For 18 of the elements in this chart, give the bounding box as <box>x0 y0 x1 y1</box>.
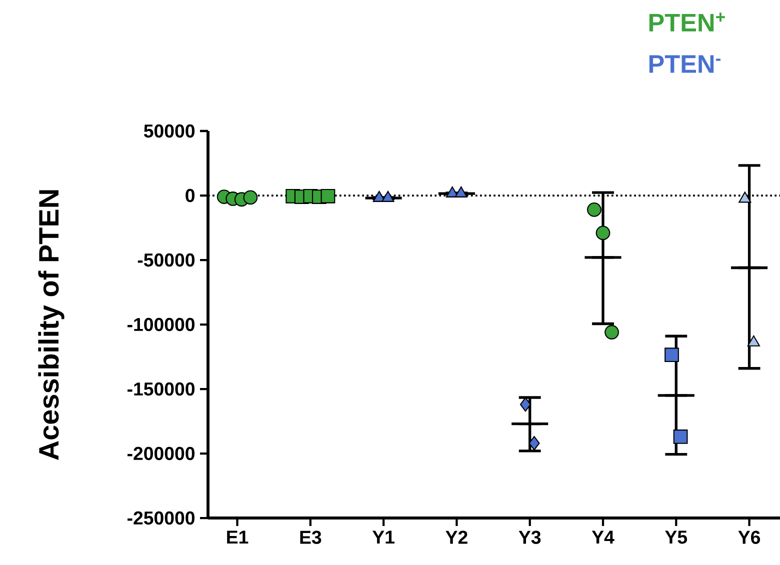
x-tick-label: Y6 <box>738 530 760 544</box>
y-axis-title: Acessibility of PTEN <box>38 190 64 460</box>
x-tick-label: Y5 <box>665 530 688 544</box>
x-tick-label: Y3 <box>518 530 541 544</box>
y-tick-label: 0 <box>186 188 195 202</box>
y-tick-label: -50000 <box>138 253 195 267</box>
y-tick-label: -100000 <box>128 318 195 332</box>
x-tick-label: E1 <box>227 530 248 544</box>
y-tick-label: 50000 <box>144 124 195 138</box>
y-tick-label: -150000 <box>128 382 195 396</box>
text: PTEN$^{-}$ <box>649 55 720 73</box>
y-tick-label: -250000 <box>128 511 195 525</box>
x-tick-label: Y2 <box>446 530 468 544</box>
x-tick-label: Y1 <box>372 530 394 544</box>
x-tick-label: Y4 <box>592 530 614 544</box>
x-tick-label: E3 <box>300 530 322 544</box>
text: PTEN$^{+}$ <box>649 12 725 32</box>
y-tick-label: -200000 <box>128 446 195 460</box>
